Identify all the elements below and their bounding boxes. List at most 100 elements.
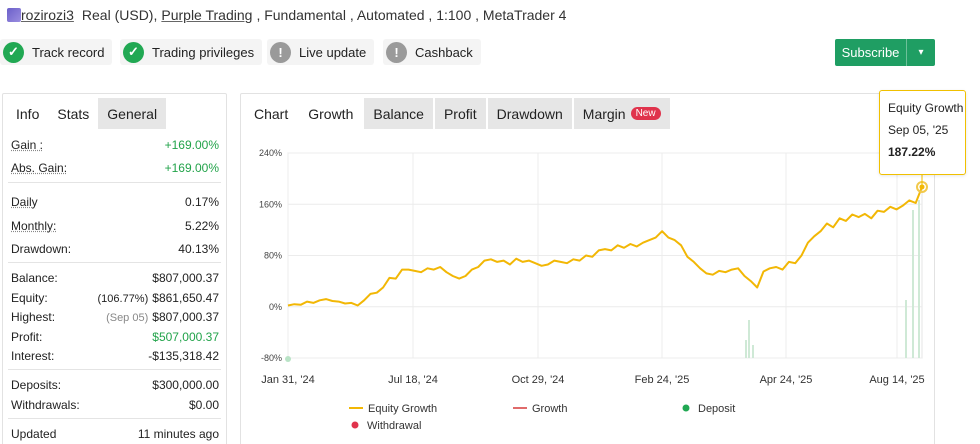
y-tick-label: 80% — [264, 251, 282, 261]
badge-label: Live update — [299, 44, 367, 60]
stat-value: 11 minutes ago — [137, 427, 219, 441]
stat-label[interactable]: Daily — [11, 195, 38, 209]
stat-label[interactable]: Gain : — [11, 138, 44, 152]
deposit-dot — [285, 356, 291, 362]
stat-balance: Balance: $807,000.37 — [11, 269, 219, 287]
avatar — [7, 8, 21, 22]
legend-label: Deposit — [698, 403, 735, 415]
username-link[interactable]: rozirozi3 — [21, 7, 74, 23]
new-badge: New — [630, 107, 661, 120]
badge-track-record[interactable]: ✓ Track record — [0, 39, 113, 65]
legend-label: Withdrawal — [367, 420, 421, 432]
stat-value: 0.17% — [184, 195, 219, 209]
deposit-bar — [745, 340, 747, 358]
stat-daily: Daily 0.17% — [11, 193, 219, 211]
badge-live-update[interactable]: ! Live update — [267, 39, 375, 65]
y-tick-label: 160% — [259, 199, 282, 209]
stat-value: -$135,318.42 — [148, 349, 219, 363]
deposit-bar — [918, 200, 920, 358]
stat-label[interactable]: Monthly: — [11, 219, 57, 233]
tooltip-value: 187.22% — [888, 145, 936, 159]
stat-label[interactable]: Abs. Gain: — [11, 161, 68, 175]
stat-note: (106.77%) — [97, 293, 149, 305]
divider — [8, 369, 221, 370]
x-tick-label: Oct 29, '24 — [512, 374, 565, 386]
exclamation-icon: ! — [386, 41, 407, 63]
stat-value: +169.00% — [164, 161, 219, 175]
deposit-bar — [912, 210, 914, 358]
equity-growth-line — [287, 186, 923, 307]
x-tick-label: Aug 14, '25 — [869, 374, 924, 386]
info-panel: Info Stats General Gain : +169.00% Abs. … — [2, 93, 227, 444]
chevron-down-icon[interactable]: ▾ — [918, 47, 924, 58]
divider — [8, 182, 221, 183]
highlight-point-dot — [919, 184, 925, 190]
tooltip-date: Sep 05, '25 — [888, 123, 949, 137]
stat-label: Drawdown: — [11, 242, 72, 256]
stat-value: $507,000.37 — [152, 330, 219, 344]
stat-value: $300,000.00 — [152, 378, 219, 392]
tab-balance[interactable]: Balance — [364, 98, 433, 129]
stat-value: $807,000.37 — [152, 310, 219, 324]
divider — [8, 418, 221, 419]
subscribe-label: Subscribe — [835, 39, 907, 66]
stat-label: Highest: — [11, 310, 56, 324]
badge-cashback[interactable]: ! Cashback — [383, 39, 481, 65]
stat-label: Withdrawals: — [11, 398, 80, 412]
badges-row: ✓ Track record ✓ Trading privileges ! Li… — [0, 39, 980, 65]
x-tick-label: Jul 18, '24 — [388, 374, 438, 386]
tooltip-title: Equity Growth — [888, 101, 964, 115]
stat-value: 40.13% — [178, 242, 219, 256]
badge-label: Cashback — [415, 44, 473, 60]
badge-label: Trading privileges — [152, 44, 255, 60]
y-tick-label: 0% — [269, 302, 282, 312]
x-tick-label: Apr 24, '25 — [760, 374, 813, 386]
x-tick-label: Feb 24, '25 — [635, 374, 690, 386]
stat-value: $861,650.47 — [152, 291, 219, 305]
badge-trading-privileges[interactable]: ✓ Trading privileges — [120, 39, 263, 65]
legend-label: Equity Growth — [368, 403, 437, 415]
chart-tooltip: Equity Growth Sep 05, '25 187.22% — [879, 90, 966, 175]
stat-label: Balance: — [11, 271, 58, 285]
stat-updated: Updated 11 minutes ago — [11, 425, 219, 443]
check-icon: ✓ — [3, 41, 24, 63]
tab-drawdown[interactable]: Drawdown — [487, 98, 572, 129]
stat-highest: Highest: (Sep 05) $807,000.37 — [11, 308, 219, 326]
tab-margin[interactable]: Margin New — [573, 98, 670, 129]
broker-link[interactable]: Purple Trading — [161, 7, 253, 23]
stat-profit: Profit: $507,000.37 — [11, 328, 219, 346]
stat-equity: Equity: (106.77%) $861,650.47 — [11, 289, 219, 307]
tab-growth[interactable]: Growth — [299, 98, 363, 129]
tab-general[interactable]: General — [98, 98, 167, 129]
stat-value: $0.00 — [188, 398, 219, 412]
stat-value: $807,000.37 — [152, 271, 219, 285]
exclamation-icon: ! — [270, 41, 291, 63]
stat-label: Equity: — [11, 291, 48, 305]
subscribe-button[interactable]: Subscribe ▾ — [835, 39, 935, 66]
y-tick-label: -80% — [261, 353, 282, 363]
deposit-bar — [748, 320, 750, 358]
tab-info[interactable]: Info — [7, 98, 49, 129]
stat-label: Updated — [11, 427, 57, 441]
stat-abs-gain: Abs. Gain: +169.00% — [11, 159, 219, 177]
divider — [8, 262, 221, 263]
tab-stats[interactable]: Stats — [57, 105, 90, 122]
chart-tabs: Chart Growth Balance Profit Drawdown Mar… — [245, 98, 672, 129]
account-type: Real (USD), — [81, 7, 158, 23]
stat-gain: Gain : +169.00% — [11, 136, 219, 154]
stat-value: +169.00% — [164, 138, 219, 152]
stat-label: Profit: — [11, 330, 43, 344]
stat-label: Deposits: — [11, 378, 62, 392]
stat-monthly: Monthly: 5.22% — [11, 217, 219, 235]
account-details: , Fundamental , Automated , 1:100 , Meta… — [256, 7, 567, 23]
stat-deposits: Deposits: $300,000.00 — [11, 376, 219, 394]
tab-profit[interactable]: Profit — [434, 98, 486, 129]
stat-drawdown: Drawdown: 40.13% — [11, 240, 219, 258]
legend-label: Growth — [532, 403, 567, 415]
stat-interest: Interest: -$135,318.42 — [11, 347, 219, 365]
legend-dot-marker — [682, 404, 690, 412]
y-tick-label: 240% — [259, 148, 282, 158]
tab-chart[interactable]: Chart — [245, 98, 298, 129]
stat-label: Interest: — [11, 349, 55, 363]
